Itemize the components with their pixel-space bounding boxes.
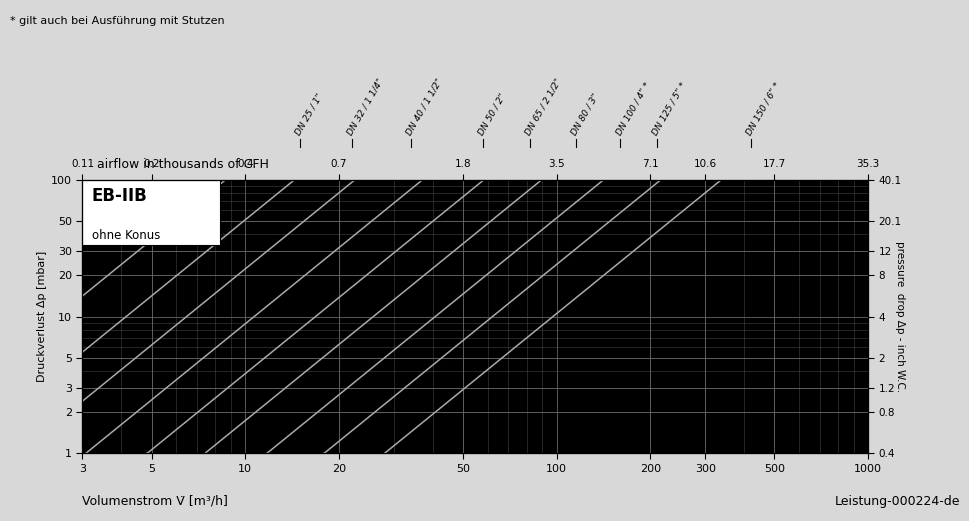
Text: pressure  drop Δp - inch W.C.: pressure drop Δp - inch W.C. xyxy=(893,241,904,392)
Text: ohne Konus: ohne Konus xyxy=(92,229,160,242)
Text: DN 25 / 1": DN 25 / 1" xyxy=(294,92,325,137)
FancyBboxPatch shape xyxy=(82,180,220,245)
Text: DN 32 / 1 1/4": DN 32 / 1 1/4" xyxy=(345,77,385,137)
Text: Volumenstrom V̇ [m³/h]: Volumenstrom V̇ [m³/h] xyxy=(82,495,228,508)
Text: DN 80 / 3": DN 80 / 3" xyxy=(569,92,600,137)
Text: DN 150 / 6" *: DN 150 / 6" * xyxy=(744,81,781,137)
Y-axis label: Druckverlust Δp [mbar]: Druckverlust Δp [mbar] xyxy=(37,251,47,382)
Text: DN 125 / 5" *: DN 125 / 5" * xyxy=(650,81,688,137)
Text: DN 50 / 2": DN 50 / 2" xyxy=(477,92,508,137)
Text: airflow in thousands of CFH: airflow in thousands of CFH xyxy=(97,158,268,171)
Text: Leistung-000224-de: Leistung-000224-de xyxy=(834,495,959,508)
Text: DN 65 / 2 1/2": DN 65 / 2 1/2" xyxy=(523,77,563,137)
Text: EB-IIB: EB-IIB xyxy=(92,187,147,205)
Text: DN 40 / 1 1/2": DN 40 / 1 1/2" xyxy=(404,77,444,137)
Text: * gilt auch bei Ausführung mit Stutzen: * gilt auch bei Ausführung mit Stutzen xyxy=(10,16,224,26)
Text: DN 100 / 4" *: DN 100 / 4" * xyxy=(613,81,651,137)
